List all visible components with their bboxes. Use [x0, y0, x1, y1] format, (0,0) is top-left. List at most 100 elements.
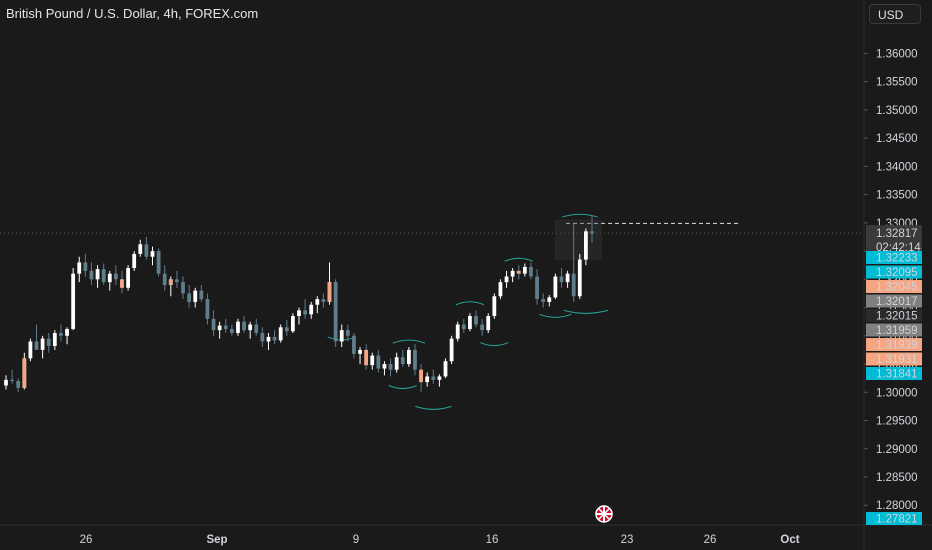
time-tick-label: 26 — [80, 534, 93, 546]
candle-body-highlight — [120, 279, 124, 288]
candle-body — [211, 318, 216, 331]
candle-body — [205, 299, 210, 319]
candle-body — [529, 266, 533, 277]
time-tick-label: 16 — [486, 534, 499, 546]
price-label-box — [866, 251, 922, 264]
candle-body — [65, 329, 69, 336]
candle-body — [584, 231, 588, 260]
candle-body — [486, 316, 491, 331]
candle-body — [242, 321, 246, 331]
candle-body — [406, 349, 411, 365]
time-tick-label: 9 — [353, 534, 359, 546]
current-price-label: 1.32817 — [876, 228, 918, 240]
candle-body — [443, 361, 448, 377]
candle-body — [175, 279, 179, 283]
candle-body — [449, 338, 454, 362]
price-label: 1.31931 — [876, 354, 918, 366]
candle-body — [272, 336, 277, 341]
candle-body — [370, 355, 375, 366]
time-axis: 26 Sep 9 16 23 26 Oct — [80, 534, 800, 546]
time-tick-label: 26 — [704, 534, 717, 546]
price-label-box — [866, 512, 922, 525]
price-tick-label: 1.33500 — [876, 190, 918, 202]
swing-arc — [415, 405, 452, 410]
candle-body — [315, 299, 320, 305]
price-label: 1.32233 — [876, 253, 918, 265]
candle-body-highlight — [419, 369, 423, 383]
candle-body — [83, 262, 88, 271]
candle-body — [535, 276, 539, 300]
uk-flag-icon — [595, 505, 613, 523]
price-label: 1.27821 — [876, 514, 918, 526]
candle-body — [559, 276, 564, 283]
candle-body — [309, 304, 314, 315]
candle-body — [376, 355, 381, 369]
price-label-box — [866, 265, 922, 279]
swing-arc — [480, 342, 509, 347]
swing-arc — [392, 339, 426, 344]
price-tick-label: 1.29000 — [876, 444, 918, 456]
candle-body — [468, 316, 472, 330]
price-label: 1.31959 — [876, 325, 918, 337]
candle-body — [89, 270, 94, 280]
candle-body — [504, 276, 509, 283]
candle-body — [321, 299, 326, 302]
price-label-box — [866, 367, 922, 380]
candle-body — [126, 268, 130, 288]
candle-body — [181, 282, 185, 294]
price-tick-label: 1.30000 — [876, 387, 918, 399]
candle-body — [345, 330, 350, 336]
swing-arc — [563, 309, 609, 314]
candle-body — [284, 327, 289, 332]
candle-body — [77, 262, 82, 274]
candle-body-highlight — [364, 349, 369, 366]
candle-body — [303, 310, 307, 315]
candle-body — [193, 290, 198, 302]
candle-body — [388, 364, 393, 370]
candle-body — [590, 231, 594, 234]
price-label-box — [866, 309, 922, 322]
time-tick-label: Oct — [780, 534, 799, 546]
price-label: 1.32017 — [876, 296, 918, 308]
price-label: 1.31939 — [876, 340, 918, 352]
candle-body — [223, 325, 228, 330]
candle-body — [132, 253, 137, 269]
price-tick-label: 1.28000 — [876, 500, 918, 512]
swing-arc — [539, 313, 572, 318]
candle-body — [162, 273, 167, 285]
currency-button[interactable]: USD — [869, 4, 921, 24]
candle-body — [236, 321, 240, 333]
candle-body — [565, 273, 570, 283]
candle-body — [400, 357, 405, 365]
chart-title: British Pound / U.S. Dollar, 4h, FOREX.c… — [6, 6, 259, 21]
candle-body — [150, 251, 155, 257]
candle-body — [71, 273, 76, 330]
swing-arc — [455, 301, 485, 306]
candle-body-highlight — [516, 270, 521, 274]
price-tick-label: 1.35000 — [876, 105, 918, 117]
candle-body — [156, 251, 161, 274]
candle-body — [358, 349, 362, 354]
candle-body — [480, 324, 485, 331]
candle-body — [577, 259, 582, 297]
candle-body — [522, 266, 527, 274]
price-tick-label: 1.36000 — [876, 48, 918, 60]
candle-body — [425, 376, 430, 383]
swing-arc — [561, 213, 598, 218]
candle-body — [59, 332, 63, 336]
candle-body — [52, 332, 57, 346]
candles — [4, 214, 594, 393]
candle-body — [28, 341, 33, 359]
candle-body — [382, 364, 387, 369]
candle-body — [339, 330, 344, 342]
time-tick-label: Sep — [206, 534, 227, 546]
candle-body — [229, 329, 234, 333]
price-label-box — [866, 338, 922, 351]
candle-body — [333, 282, 338, 342]
candle-body — [431, 376, 436, 380]
candle-body — [474, 316, 478, 325]
candle-body — [95, 269, 100, 280]
candle-body — [547, 297, 552, 302]
